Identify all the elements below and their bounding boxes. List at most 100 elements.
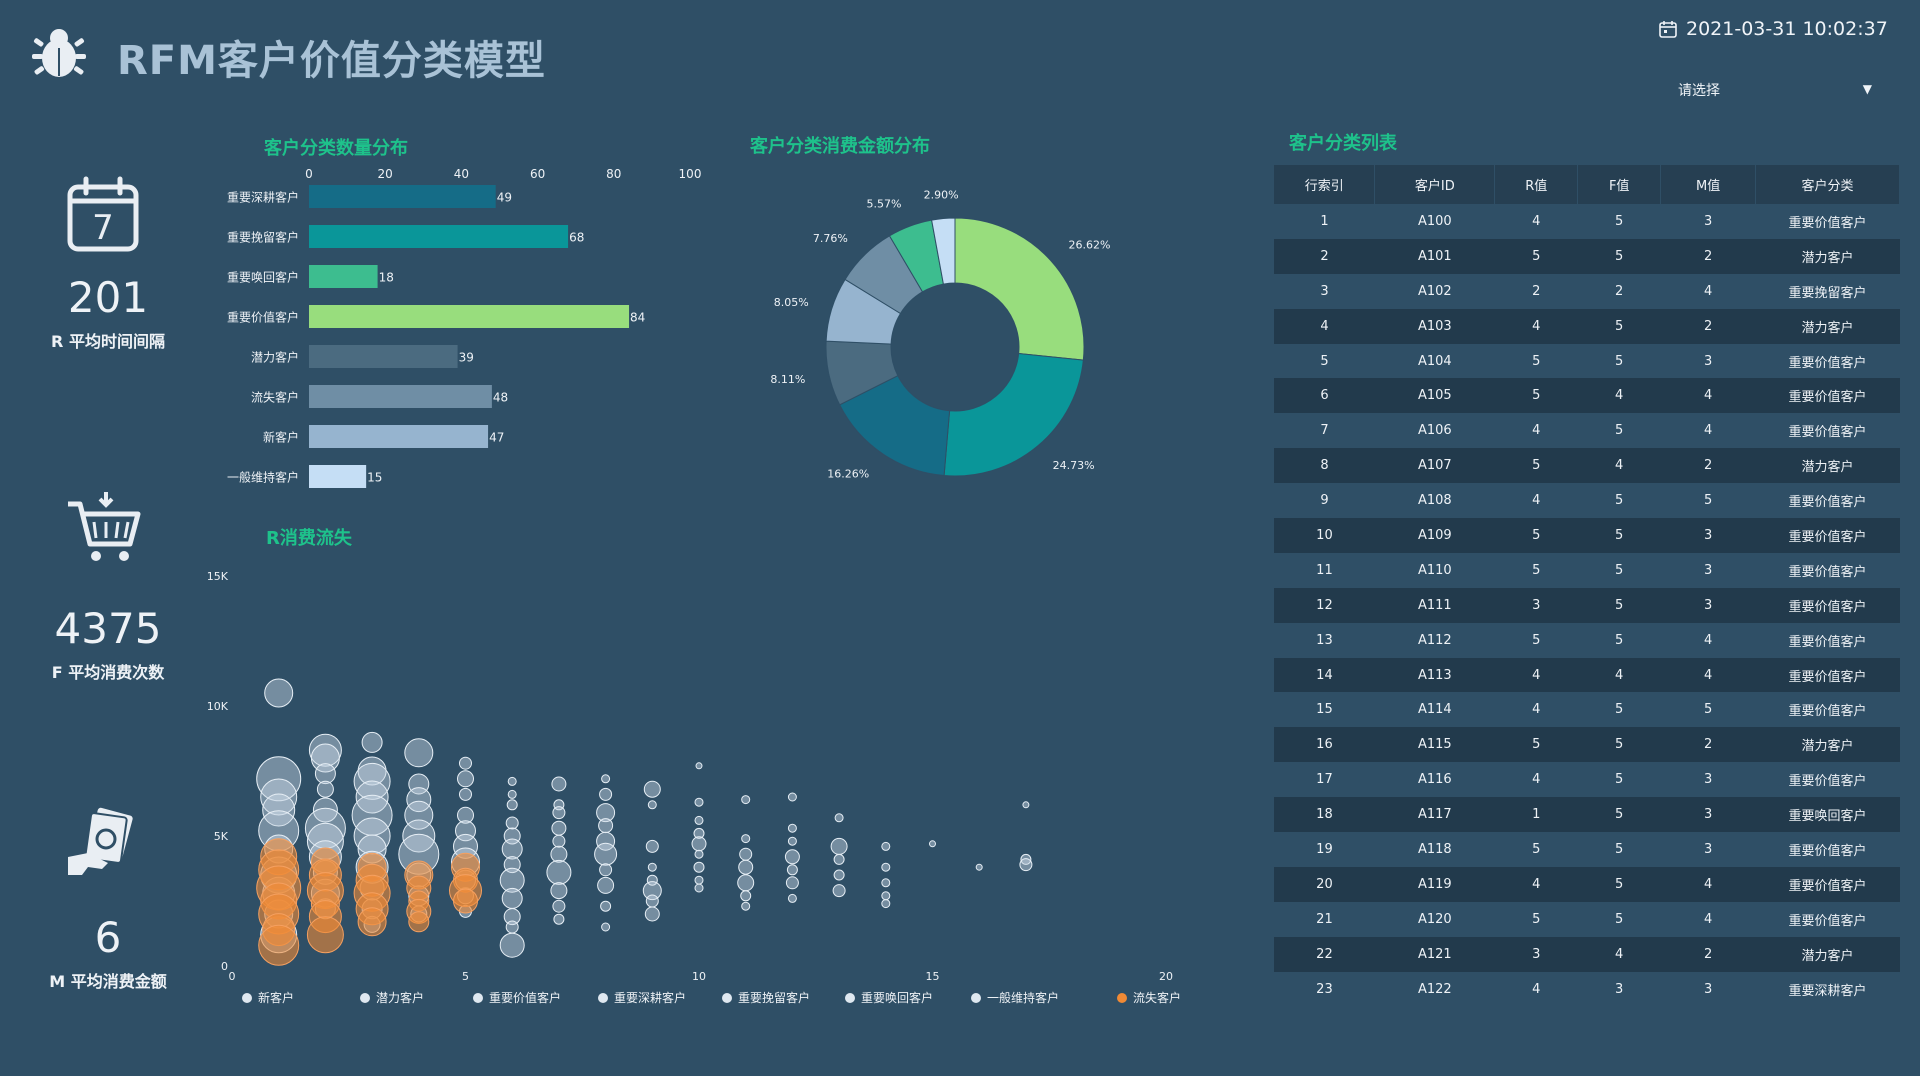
legend-item[interactable]: 流失客户 (1117, 989, 1197, 1006)
bubble-point[interactable] (552, 899, 566, 913)
bubble-point[interactable] (787, 836, 797, 846)
table-column-header[interactable]: 客户分类 (1755, 165, 1900, 204)
bubble-point[interactable] (601, 922, 611, 932)
bubble-point[interactable] (737, 874, 755, 892)
table-row[interactable]: 19 A118 5 5 3 重要价值客户 (1274, 832, 1900, 867)
bubble-point[interactable] (642, 881, 662, 901)
bubble-point[interactable] (833, 853, 845, 865)
bubble-point[interactable] (404, 738, 434, 768)
table-row[interactable]: 22 A121 3 4 2 潜力客户 (1274, 936, 1900, 972)
bubble-point[interactable] (597, 876, 615, 894)
bubble-point[interactable] (550, 882, 568, 900)
bubble-point[interactable] (552, 834, 566, 848)
bubble-point[interactable] (406, 787, 432, 813)
donut-slice[interactable] (943, 352, 1084, 477)
bubble-point[interactable] (786, 864, 798, 876)
bubble-point[interactable] (693, 861, 705, 873)
bubble-point[interactable] (881, 899, 891, 909)
bar[interactable] (309, 425, 489, 448)
bar[interactable] (309, 465, 367, 488)
bubble-point[interactable] (1022, 801, 1030, 809)
bubble-point[interactable] (740, 890, 752, 902)
table-row[interactable]: 9 A108 4 5 5 重要价值客户 (1274, 483, 1900, 518)
bubble-point[interactable] (647, 862, 657, 872)
bubble-point[interactable] (599, 787, 613, 801)
bubble-point[interactable] (738, 859, 754, 875)
table-row[interactable]: 21 A120 5 5 4 重要价值客户 (1274, 902, 1900, 937)
bubble-point[interactable] (830, 837, 848, 855)
table-column-header[interactable]: 行索引 (1274, 165, 1376, 204)
bubble-point-lost-customer[interactable] (357, 907, 387, 937)
bubble-point[interactable] (501, 887, 523, 909)
bubble-point[interactable] (881, 841, 891, 851)
bubble-point[interactable] (647, 800, 657, 810)
bubble-point[interactable] (459, 756, 472, 770)
bubble-point[interactable] (645, 894, 659, 908)
table-row[interactable]: 16 A115 5 5 2 潜力客户 (1274, 727, 1900, 763)
bubble-point[interactable] (357, 756, 387, 786)
bubble-point[interactable] (694, 883, 704, 893)
bubble-point[interactable] (695, 762, 703, 770)
bubble-point[interactable] (1020, 853, 1032, 865)
table-column-header[interactable]: R值 (1494, 165, 1579, 204)
bar[interactable] (309, 305, 630, 328)
bubble-point[interactable] (507, 776, 517, 786)
table-column-header[interactable]: M值 (1660, 165, 1757, 204)
legend-item[interactable]: 潜力客户 (360, 989, 473, 1006)
bubble-point[interactable] (599, 863, 613, 877)
bubble-point[interactable] (506, 799, 518, 811)
table-row[interactable]: 2 A101 5 5 2 潜力客户 (1274, 238, 1900, 274)
bubble-point[interactable] (598, 818, 614, 834)
bubble-point[interactable] (694, 815, 704, 825)
bubble-point[interactable] (594, 842, 618, 866)
bubble-point[interactable] (314, 763, 336, 785)
bubble-point[interactable] (361, 731, 383, 753)
table-row[interactable]: 11 A110 5 5 3 重要价值客户 (1274, 553, 1900, 588)
bubble-point[interactable] (312, 797, 338, 823)
table-row[interactable]: 13 A112 5 5 4 重要价值客户 (1274, 623, 1900, 658)
bubble-point-lost-customer[interactable] (453, 888, 478, 914)
bubble-point[interactable] (881, 862, 891, 872)
bubble-point[interactable] (929, 840, 936, 848)
bubble-point[interactable] (691, 836, 707, 852)
bubble-point[interactable] (784, 849, 800, 865)
bubble-point[interactable] (741, 834, 751, 844)
bubble-point[interactable] (600, 900, 612, 912)
bubble-point[interactable] (402, 819, 436, 853)
bubble-point[interactable] (551, 820, 567, 836)
table-row[interactable]: 23 A122 4 3 3 重要深耕客户 (1274, 972, 1900, 1007)
bar[interactable] (309, 345, 458, 368)
table-row[interactable]: 18 A117 1 5 3 重要唤回客户 (1274, 797, 1900, 833)
bubble-point[interactable] (260, 778, 298, 816)
table-row[interactable]: 3 A102 2 2 4 重要挽留客户 (1274, 274, 1900, 309)
bubble-point[interactable] (310, 743, 340, 773)
bar[interactable] (309, 385, 492, 408)
table-column-header[interactable]: 客户ID (1374, 165, 1496, 204)
bubble-point[interactable] (596, 831, 616, 851)
bubble-point[interactable] (505, 920, 519, 934)
bubble-point[interactable] (832, 884, 846, 898)
bubble-point[interactable] (785, 876, 799, 890)
table-column-header[interactable]: F值 (1577, 165, 1662, 204)
bubble-point[interactable] (881, 878, 891, 888)
bubble-point[interactable] (787, 792, 797, 802)
table-row[interactable]: 10 A109 5 5 3 重要价值客户 (1274, 518, 1900, 553)
bar[interactable] (309, 265, 378, 288)
bubble-point[interactable] (833, 869, 845, 881)
table-row[interactable]: 8 A107 5 4 2 潜力客户 (1274, 448, 1900, 484)
bubble-point[interactable] (741, 901, 751, 911)
bubble-point[interactable] (404, 800, 434, 830)
bubble-point[interactable] (787, 823, 797, 833)
table-row[interactable]: 7 A106 4 5 4 重要价值客户 (1274, 413, 1900, 448)
bubble-point[interactable] (694, 797, 704, 807)
table-row[interactable]: 15 A114 4 5 5 重要价值客户 (1274, 692, 1900, 727)
bubble-point[interactable] (739, 847, 753, 861)
bar[interactable] (309, 225, 569, 248)
legend-item[interactable]: 新客户 (242, 989, 360, 1006)
bubble-point[interactable] (1019, 858, 1033, 872)
bubble-point[interactable] (834, 813, 844, 823)
donut-slice[interactable] (954, 217, 1085, 361)
bubble-point[interactable] (264, 678, 294, 708)
bubble-point[interactable] (644, 906, 660, 922)
bubble-point[interactable] (596, 803, 616, 823)
